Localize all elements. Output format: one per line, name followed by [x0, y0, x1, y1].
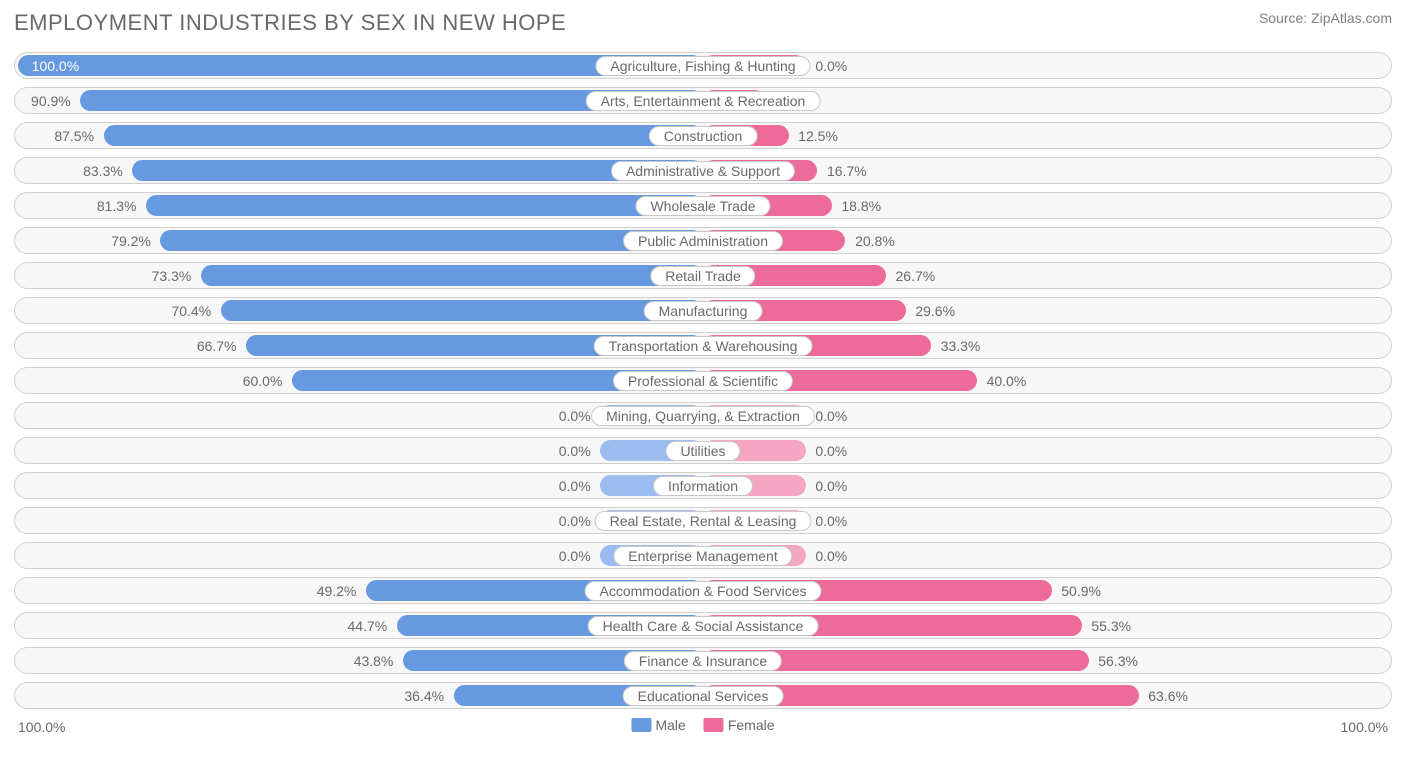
- female-pct-label: 0.0%: [815, 478, 847, 494]
- category-label: Health Care & Social Assistance: [588, 616, 819, 636]
- female-pct-label: 56.3%: [1098, 653, 1138, 669]
- male-bar: [160, 230, 703, 251]
- chart-row: 66.7% 33.3% Transportation & Warehousing: [14, 332, 1392, 359]
- chart-source: Source: ZipAtlas.com: [1259, 10, 1392, 26]
- chart-row: 0.0% 0.0%Real Estate, Rental & Leasing: [14, 507, 1392, 534]
- chart-row: 81.3% 18.8% Wholesale Trade: [14, 192, 1392, 219]
- female-pct-label: 12.5%: [798, 128, 838, 144]
- male-bar: [104, 125, 703, 146]
- category-label: Enterprise Management: [613, 546, 792, 566]
- male-pct-label: 49.2%: [317, 583, 357, 599]
- legend-male: Male: [631, 717, 685, 733]
- category-label: Public Administration: [623, 231, 783, 251]
- chart-row: 60.0% 40.0% Professional & Scientific: [14, 367, 1392, 394]
- chart-row: 90.9%9.1%Arts, Entertainment & Recreatio…: [14, 87, 1392, 114]
- male-pct-label: 36.4%: [404, 688, 444, 704]
- female-swatch-icon: [704, 718, 724, 732]
- category-label: Construction: [649, 126, 758, 146]
- category-label: Utilities: [665, 441, 740, 461]
- category-label: Arts, Entertainment & Recreation: [586, 91, 821, 111]
- category-label: Agriculture, Fishing & Hunting: [595, 56, 810, 76]
- chart-row: 0.0% 0.0% Utilities: [14, 437, 1392, 464]
- axis-left-label: 100.0%: [18, 719, 65, 735]
- male-bar: [221, 300, 703, 321]
- chart-row: 100.0% 0.0% Agriculture, Fishing & Hunting: [14, 52, 1392, 79]
- female-pct-label: 18.8%: [841, 198, 881, 214]
- category-label: Mining, Quarrying, & Extraction: [591, 406, 815, 426]
- category-label: Transportation & Warehousing: [594, 336, 813, 356]
- male-pct-label: 0.0%: [559, 408, 591, 424]
- female-pct-label: 16.7%: [827, 163, 867, 179]
- legend-female: Female: [704, 717, 775, 733]
- male-pct-label: 90.9%: [31, 93, 71, 109]
- female-pct-label: 0.0%: [815, 58, 847, 74]
- male-pct-label: 60.0%: [243, 373, 283, 389]
- chart-row: 70.4% 29.6% Manufacturing: [14, 297, 1392, 324]
- chart-row: 87.5% 12.5% Construction: [14, 122, 1392, 149]
- female-pct-label: 40.0%: [987, 373, 1027, 389]
- category-label: Information: [653, 476, 753, 496]
- axis-right-label: 100.0%: [1341, 719, 1388, 735]
- category-label: Retail Trade: [650, 266, 755, 286]
- male-pct-label: 83.3%: [83, 163, 123, 179]
- female-pct-label: 50.9%: [1061, 583, 1101, 599]
- male-bar: [201, 265, 703, 286]
- category-label: Finance & Insurance: [624, 651, 782, 671]
- male-swatch-icon: [631, 718, 651, 732]
- male-pct-label: 79.2%: [111, 233, 151, 249]
- chart-row: 36.4% 63.6% Educational Services: [14, 682, 1392, 709]
- category-label: Accommodation & Food Services: [585, 581, 822, 601]
- male-pct-label: 0.0%: [559, 443, 591, 459]
- chart-title: EMPLOYMENT INDUSTRIES BY SEX IN NEW HOPE: [14, 10, 566, 36]
- female-pct-label: 29.6%: [915, 303, 955, 319]
- male-bar: [146, 195, 703, 216]
- category-label: Educational Services: [623, 686, 784, 706]
- male-pct-label: 87.5%: [54, 128, 94, 144]
- chart-row: 44.7% 55.3% Health Care & Social Assistanc…: [14, 612, 1392, 639]
- female-pct-label: 0.0%: [815, 408, 847, 424]
- female-pct-label: 20.8%: [855, 233, 895, 249]
- chart-row: 83.3% 16.7% Administrative & Support: [14, 157, 1392, 184]
- chart-row: 0.0% 0.0%Mining, Quarrying, & Extraction: [14, 402, 1392, 429]
- male-pct-label: 73.3%: [152, 268, 192, 284]
- category-label: Professional & Scientific: [613, 371, 793, 391]
- male-pct-label: 44.7%: [348, 618, 388, 634]
- diverging-bar-chart: 100.0% 0.0% Agriculture, Fishing & Hunting…: [14, 52, 1392, 709]
- chart-row: 0.0% 0.0% Enterprise Management: [14, 542, 1392, 569]
- female-pct-label: 0.0%: [815, 513, 847, 529]
- male-pct-label: 100.0%: [32, 58, 79, 74]
- male-pct-label: 0.0%: [559, 513, 591, 529]
- female-pct-label: 0.0%: [815, 548, 847, 564]
- male-pct-label: 0.0%: [559, 548, 591, 564]
- category-label: Wholesale Trade: [635, 196, 770, 216]
- legend-male-label: Male: [655, 717, 685, 733]
- female-pct-label: 55.3%: [1091, 618, 1131, 634]
- category-label: Administrative & Support: [611, 161, 795, 181]
- male-pct-label: 43.8%: [354, 653, 394, 669]
- female-pct-label: 0.0%: [815, 443, 847, 459]
- legend-female-label: Female: [728, 717, 775, 733]
- male-pct-label: 0.0%: [559, 478, 591, 494]
- female-pct-label: 63.6%: [1148, 688, 1188, 704]
- female-pct-label: 33.3%: [941, 338, 981, 354]
- male-pct-label: 70.4%: [171, 303, 211, 319]
- chart-footer: 100.0% Male Female 100.0%: [14, 717, 1392, 739]
- male-pct-label: 81.3%: [97, 198, 137, 214]
- chart-row: 43.8% 56.3% Finance & Insurance: [14, 647, 1392, 674]
- category-label: Real Estate, Rental & Leasing: [595, 511, 812, 531]
- male-pct-label: 66.7%: [197, 338, 237, 354]
- chart-row: 79.2% 20.8% Public Administration: [14, 227, 1392, 254]
- chart-row: 73.3% 26.7% Retail Trade: [14, 262, 1392, 289]
- chart-row: 0.0% 0.0% Information: [14, 472, 1392, 499]
- header: EMPLOYMENT INDUSTRIES BY SEX IN NEW HOPE…: [14, 10, 1392, 36]
- chart-row: 49.2% 50.9% Accommodation & Food Services: [14, 577, 1392, 604]
- legend: Male Female: [631, 717, 774, 733]
- category-label: Manufacturing: [644, 301, 763, 321]
- female-pct-label: 26.7%: [895, 268, 935, 284]
